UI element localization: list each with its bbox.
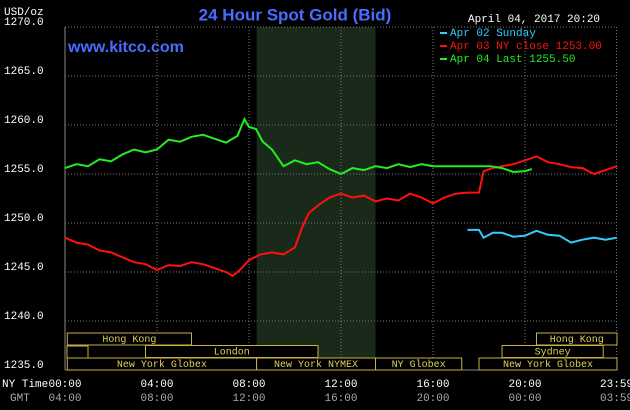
site-label: www.kitco.com bbox=[67, 39, 184, 56]
session-box bbox=[66, 345, 89, 359]
session-label: Hong Kong bbox=[102, 335, 156, 346]
session-box bbox=[375, 357, 463, 371]
x2-tick-label: 16:00 bbox=[324, 393, 357, 405]
session-label: Sydney bbox=[535, 347, 571, 359]
session-label: London bbox=[214, 347, 250, 359]
sessions: Hong Kong London New York Globex New York N… bbox=[66, 332, 618, 371]
legend-label: Apr 03 NY close 1253.00 bbox=[450, 41, 602, 53]
x2-tick-label: 12:00 bbox=[232, 393, 265, 405]
x-tick-label: 23:59 bbox=[600, 379, 630, 391]
session-label: New York NYMEX bbox=[274, 359, 358, 371]
y-tick-label: 1250.0 bbox=[4, 213, 44, 225]
session-label: New York Globex bbox=[503, 359, 593, 371]
y-tick-label: 1245.0 bbox=[4, 262, 44, 274]
y-tick-label: 1240.0 bbox=[4, 311, 44, 323]
y-tick-label: 1235.0 bbox=[4, 360, 44, 372]
y-tick-label: 1265.0 bbox=[4, 66, 44, 78]
session-label: NY Globex bbox=[392, 359, 446, 371]
y-tick-label: 1255.0 bbox=[4, 164, 44, 176]
x-axis-label: NY Time bbox=[2, 379, 48, 391]
timestamp: April 04, 2017 20:20 bbox=[468, 14, 600, 26]
x-tick-label: 00:00 bbox=[48, 379, 81, 391]
session-label: New York Globex bbox=[117, 359, 207, 371]
series-line bbox=[467, 228, 618, 244]
x2-tick-label: 00:00 bbox=[508, 393, 541, 405]
series-line bbox=[64, 155, 618, 278]
legend-label: Apr 02 Sunday bbox=[450, 28, 536, 40]
y-tick-label: 1260.0 bbox=[4, 115, 44, 127]
x2-tick-label: 04:00 bbox=[48, 393, 81, 405]
shaded-region bbox=[256, 27, 376, 370]
y-unit: USD/oz bbox=[4, 7, 44, 19]
x2-tick-label: 08:00 bbox=[140, 393, 173, 405]
y-tick-label: 1270.0 bbox=[4, 17, 44, 29]
series-line bbox=[64, 116, 533, 176]
x-tick-label: 12:00 bbox=[324, 379, 357, 391]
legend-label: Apr 04 Last 1255.50 bbox=[450, 54, 575, 66]
x-tick-label: 16:00 bbox=[416, 379, 449, 391]
x2-tick-label: 03:59 bbox=[600, 393, 630, 405]
chart-title: 24 Hour Spot Gold (Bid) bbox=[199, 5, 392, 24]
session-box bbox=[478, 357, 618, 371]
session-box bbox=[66, 332, 192, 346]
x2-tick-label: 20:00 bbox=[416, 393, 449, 405]
x-tick-label: 20:00 bbox=[508, 379, 541, 391]
x2-axis-label: GMT bbox=[10, 393, 30, 405]
x-tick-label: 04:00 bbox=[140, 379, 173, 391]
session-label: Hong Kong bbox=[550, 335, 604, 346]
x-tick-label: 08:00 bbox=[232, 379, 265, 391]
